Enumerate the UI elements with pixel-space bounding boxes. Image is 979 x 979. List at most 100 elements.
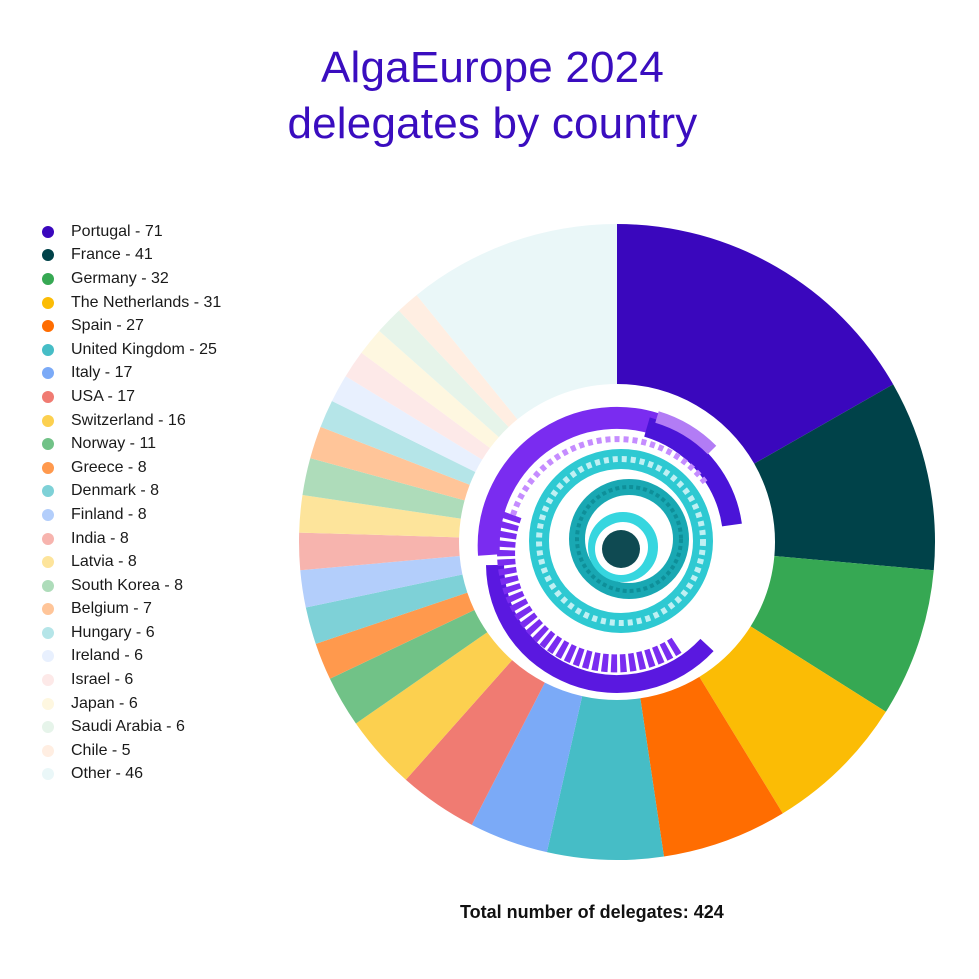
donut-slice-greece — [315, 592, 475, 679]
legend-item: Japan - 6 — [42, 692, 221, 716]
total-delegates-label: Total number of delegates: 424 — [460, 902, 724, 922]
legend-swatch-icon — [42, 532, 54, 545]
donut-slice-hungary — [320, 401, 476, 485]
legend-item: Hungary - 6 — [42, 621, 221, 645]
donut-slice-israel — [345, 352, 491, 460]
donut-slices — [299, 224, 935, 860]
donut-slice-the-netherlands — [699, 626, 886, 814]
legend-label: Other - 46 — [71, 765, 144, 783]
legend-item: Latvia - 8 — [42, 550, 221, 574]
donut-slice-belgium — [310, 426, 470, 501]
legend-item: Denmark - 8 — [42, 480, 221, 504]
chart-title: AlgaEurope 2024 delegates by country — [0, 40, 979, 152]
legend-label: Latvia - 8 — [71, 553, 137, 571]
legend-label: Ireland - 6 — [71, 647, 144, 665]
legend-item: The Netherlands - 31 — [42, 291, 221, 315]
donut-slice-italy — [471, 682, 583, 853]
donut-slice-usa — [405, 660, 545, 825]
legend-item: Portugal - 71 — [42, 220, 221, 244]
legend-item: India - 8 — [42, 527, 221, 551]
chart-title-line-2: delegates by country — [287, 99, 698, 148]
donut-slice-ireland — [331, 376, 483, 472]
legend-label: Germany - 32 — [71, 269, 169, 287]
legend-item: Saudi Arabia - 6 — [42, 715, 221, 739]
donut-slice-other — [416, 224, 617, 420]
donut-slice-denmark — [305, 574, 468, 644]
donut-slice-germany — [750, 556, 934, 712]
legend-item: Other - 46 — [42, 763, 221, 787]
legend-label: Finland - 8 — [71, 505, 147, 523]
legend-label: Saudi Arabia - 6 — [71, 718, 185, 736]
legend-item: Belgium - 7 — [42, 598, 221, 622]
chart-legend: Portugal - 71 France - 41 Germany - 32 The … — [42, 220, 221, 786]
legend-item: Norway - 11 — [42, 432, 221, 456]
legend-item: Switzerland - 16 — [42, 409, 221, 433]
legend-swatch-icon — [42, 508, 54, 521]
donut-slice-portugal — [617, 224, 894, 464]
legend-swatch-icon — [42, 556, 54, 569]
legend-label: Chile - 5 — [71, 741, 131, 759]
legend-label: Israel - 6 — [71, 671, 134, 689]
donut-slice-japan — [361, 330, 499, 448]
legend-swatch-icon — [42, 272, 54, 285]
chart-title-line-1: AlgaEurope 2024 — [320, 43, 665, 92]
legend-item: United Kingdom - 25 — [42, 338, 221, 362]
legend-swatch-icon — [42, 485, 54, 498]
legend-swatch-icon — [42, 674, 54, 687]
legend-label: Japan - 6 — [71, 694, 138, 712]
donut-slice-finland — [300, 556, 463, 608]
legend-swatch-icon — [42, 390, 54, 403]
legend-label: South Korea - 8 — [71, 576, 184, 594]
legend-swatch-icon — [42, 603, 54, 616]
legend-item: USA - 17 — [42, 385, 221, 409]
legend-label: The Netherlands - 31 — [71, 293, 222, 311]
legend-swatch-icon — [42, 296, 54, 309]
legend-item: Italy - 17 — [42, 362, 221, 386]
legend-swatch-icon — [42, 225, 54, 238]
legend-item: Germany - 32 — [42, 267, 221, 291]
legend-swatch-icon — [42, 249, 54, 262]
legend-swatch-icon — [42, 367, 54, 380]
donut-slice-saudi-arabia — [379, 310, 509, 438]
legend-item: Greece - 8 — [42, 456, 221, 480]
legend-item: South Korea - 8 — [42, 574, 221, 598]
legend-label: France - 41 — [71, 246, 153, 264]
legend-swatch-icon — [42, 461, 54, 474]
legend-label: Switzerland - 16 — [71, 411, 186, 429]
legend-swatch-icon — [42, 768, 54, 781]
legend-swatch-icon — [42, 579, 54, 592]
legend-item: Chile - 5 — [42, 739, 221, 763]
legend-swatch-icon — [42, 414, 54, 427]
spiral-meander-logo-icon — [477, 406, 742, 693]
donut-slice-latvia — [299, 495, 461, 538]
legend-label: Portugal - 71 — [71, 222, 163, 240]
legend-label: Greece - 8 — [71, 458, 147, 476]
donut-slice-france — [754, 384, 935, 571]
legend-label: Italy - 17 — [71, 364, 133, 382]
legend-item: Ireland - 6 — [42, 645, 221, 669]
legend-item: Israel - 6 — [42, 668, 221, 692]
legend-item: Finland - 8 — [42, 503, 221, 527]
legend-label: USA - 17 — [71, 387, 136, 405]
legend-swatch-icon — [42, 320, 54, 333]
donut-slice-india — [299, 532, 460, 571]
legend-label: Denmark - 8 — [71, 482, 160, 500]
donut-slice-chile — [398, 295, 518, 428]
legend-swatch-icon — [42, 744, 54, 757]
donut-slice-south-korea — [302, 458, 465, 519]
donut-slice-united-kingdom — [546, 696, 664, 860]
legend-swatch-icon — [42, 650, 54, 663]
legend-swatch-icon — [42, 721, 54, 734]
legend-item: Spain - 27 — [42, 314, 221, 338]
donut-slice-norway — [329, 609, 488, 724]
donut-slice-switzerland — [355, 632, 513, 780]
legend-swatch-icon — [42, 697, 54, 710]
legend-label: Norway - 11 — [71, 435, 157, 453]
legend-label: Belgium - 7 — [71, 600, 152, 618]
legend-swatch-icon — [42, 438, 54, 451]
legend-label: United Kingdom - 25 — [71, 340, 217, 358]
legend-label: Hungary - 6 — [71, 623, 155, 641]
donut-slice-spain — [640, 676, 783, 857]
legend-label: Spain - 27 — [71, 317, 144, 335]
